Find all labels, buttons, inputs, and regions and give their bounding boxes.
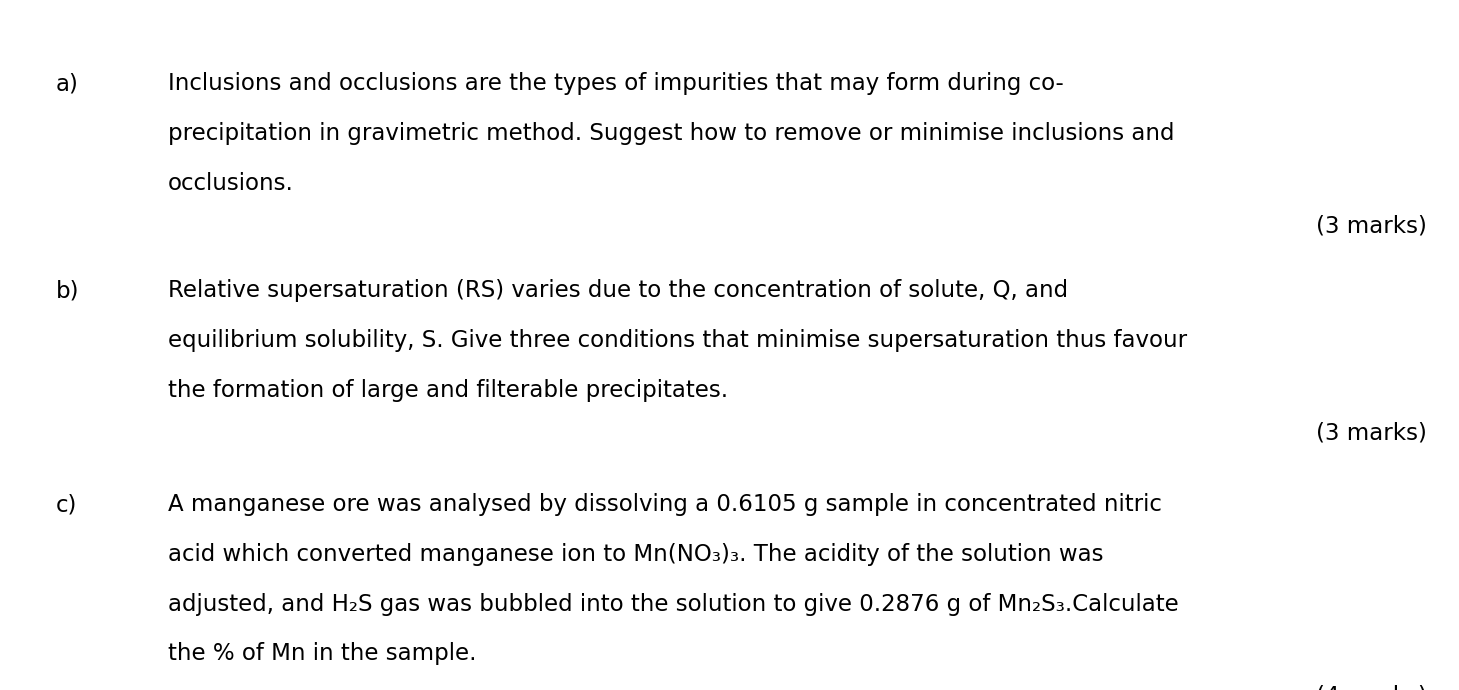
Text: Relative supersaturation (RS) varies due to the concentration of solute, Q, and: Relative supersaturation (RS) varies due… bbox=[168, 279, 1068, 302]
Text: acid which converted manganese ion to Mn(NO₃)₃. The acidity of the solution was: acid which converted manganese ion to Mn… bbox=[168, 543, 1103, 566]
Text: occlusions.: occlusions. bbox=[168, 172, 293, 195]
Text: b): b) bbox=[55, 279, 79, 302]
Text: precipitation in gravimetric method. Suggest how to remove or minimise inclusion: precipitation in gravimetric method. Sug… bbox=[168, 122, 1174, 145]
Text: a): a) bbox=[55, 72, 79, 95]
Text: adjusted, and H₂S gas was bubbled into the solution to give 0.2876 g of Mn₂S₃.Ca: adjusted, and H₂S gas was bubbled into t… bbox=[168, 593, 1179, 615]
Text: (3 marks): (3 marks) bbox=[1316, 421, 1427, 444]
Text: c): c) bbox=[55, 493, 77, 516]
Text: A manganese ore was analysed by dissolving a 0.6105 g sample in concentrated nit: A manganese ore was analysed by dissolvi… bbox=[168, 493, 1161, 516]
Text: equilibrium solubility, S. Give three conditions that minimise supersaturation t: equilibrium solubility, S. Give three co… bbox=[168, 329, 1188, 352]
Text: the formation of large and filterable precipitates.: the formation of large and filterable pr… bbox=[168, 379, 728, 402]
Text: Inclusions and occlusions are the types of impurities that may form during co-: Inclusions and occlusions are the types … bbox=[168, 72, 1064, 95]
Text: (3 marks): (3 marks) bbox=[1316, 214, 1427, 237]
Text: the % of Mn in the sample.: the % of Mn in the sample. bbox=[168, 642, 476, 665]
Text: (4 marks): (4 marks) bbox=[1316, 684, 1427, 690]
